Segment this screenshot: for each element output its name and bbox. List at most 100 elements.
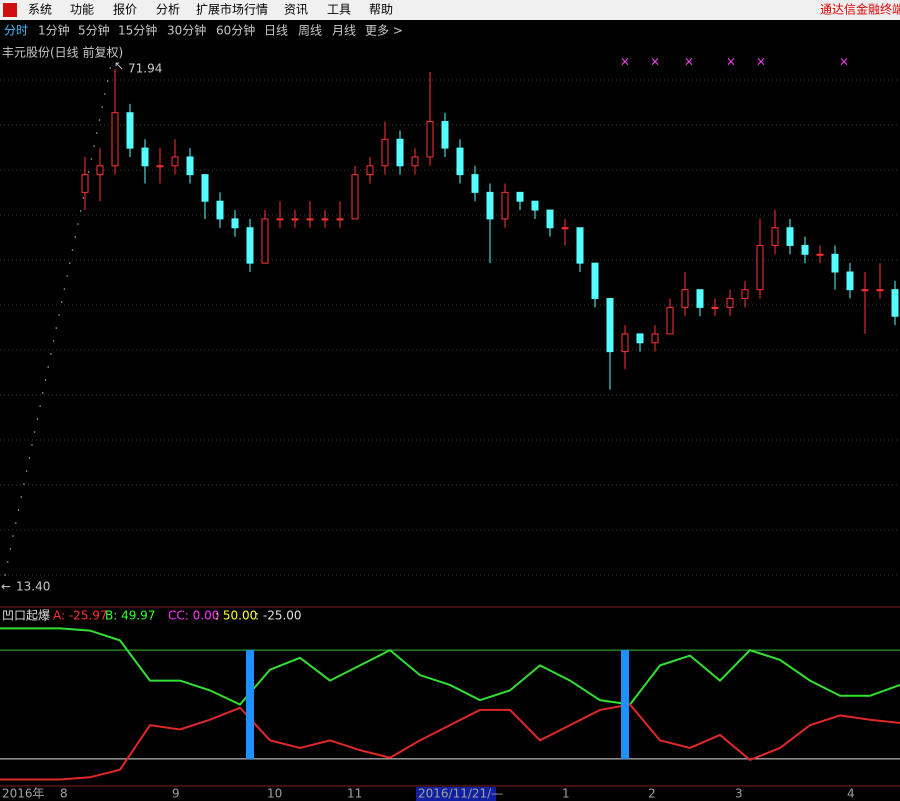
- candle-body: [756, 244, 764, 291]
- candle-body: [381, 138, 389, 167]
- timeframe-tab[interactable]: 日线: [264, 24, 288, 38]
- candle-body: [81, 174, 89, 193]
- candle-body: [576, 227, 584, 264]
- timeframe-tab[interactable]: 更多 >: [365, 24, 403, 38]
- menu-bar: [0, 0, 900, 20]
- logo: [3, 3, 17, 17]
- candle-body: [666, 306, 674, 335]
- trend-dot: [39, 405, 41, 407]
- indicator-name: 凹口起爆: [2, 609, 50, 623]
- trend-dot: [71, 249, 74, 251]
- candle-body: [876, 289, 884, 292]
- candle-body: [126, 112, 134, 149]
- signal-marker: ×: [726, 55, 736, 69]
- candle-body: [321, 218, 329, 221]
- date-label: 2016年: [2, 787, 45, 801]
- trend-dot: [31, 444, 33, 446]
- timeframe-tab[interactable]: 30分钟: [167, 23, 206, 38]
- trend-dot: [74, 236, 76, 238]
- trend-dot: [58, 314, 60, 316]
- trend-dot: [109, 67, 112, 69]
- candle-body: [711, 306, 719, 309]
- indicator-legend: B: 49.97: [105, 609, 155, 623]
- candle-body: [351, 174, 359, 220]
- candle-body: [111, 112, 119, 167]
- timeframe-tab[interactable]: 5分钟: [78, 23, 110, 38]
- menu-item[interactable]: 帮助: [369, 3, 393, 17]
- candle-body: [846, 271, 854, 291]
- trend-dot: [4, 574, 6, 576]
- candle-body: [396, 138, 404, 167]
- candle-body: [771, 227, 779, 246]
- trend-dot: [28, 457, 31, 459]
- candle-body: [861, 289, 869, 292]
- trend-dot: [44, 379, 47, 381]
- signal-marker: ×: [650, 55, 660, 69]
- candle-body: [741, 289, 749, 300]
- candle-body: [291, 218, 299, 221]
- candle-body: [201, 174, 209, 202]
- menu-item[interactable]: 系统: [28, 3, 52, 17]
- timeframe-tab[interactable]: 1分钟: [38, 23, 70, 38]
- candle-body: [681, 289, 689, 308]
- candle-body: [186, 156, 194, 176]
- trend-dot: [60, 301, 63, 303]
- candle-body: [141, 147, 149, 167]
- date-label: 2016/11/21/—: [418, 787, 503, 801]
- candle-body: [621, 333, 629, 353]
- candle-body: [531, 200, 539, 211]
- candle-body: [306, 218, 314, 221]
- menu-item[interactable]: 资讯: [284, 3, 308, 17]
- trend-dot: [104, 93, 106, 95]
- indicator-line: [0, 703, 900, 781]
- candle-body: [831, 253, 839, 273]
- timeframe-tab[interactable]: 月线: [332, 24, 356, 38]
- menu-item[interactable]: 扩展市场行情: [196, 2, 268, 17]
- candle-body: [276, 218, 284, 221]
- trend-dot: [33, 431, 36, 433]
- candle-body: [801, 244, 809, 255]
- menu-item[interactable]: 工具: [327, 3, 351, 17]
- trend-dot: [15, 522, 17, 524]
- trend-dot: [82, 197, 85, 199]
- menu-item[interactable]: 报价: [113, 2, 137, 17]
- candle-body: [546, 209, 554, 229]
- trend-dot: [23, 483, 25, 485]
- trend-dot: [77, 223, 79, 225]
- candle-body: [231, 218, 239, 229]
- trend-dot: [79, 210, 82, 212]
- trend-dot: [101, 106, 103, 108]
- timeframe-tab[interactable]: 60分钟: [216, 23, 255, 38]
- date-label: 11: [347, 787, 362, 801]
- candle-body: [261, 218, 269, 264]
- candle-body: [816, 253, 824, 256]
- date-highlight: [416, 787, 496, 801]
- signal-marker: ×: [684, 55, 694, 69]
- low-arrow: ←: [1, 580, 11, 594]
- trend-dot: [17, 509, 20, 511]
- date-label: 3: [735, 787, 743, 801]
- timeframe-tab[interactable]: 周线: [298, 24, 322, 38]
- menu-item[interactable]: 功能: [70, 3, 94, 17]
- candle-body: [726, 298, 734, 308]
- signal-bar: [246, 650, 254, 759]
- trend-dot: [50, 353, 52, 355]
- candle-body: [366, 165, 374, 176]
- trend-dot: [42, 392, 44, 394]
- indicator-legend: A: -25.97: [53, 609, 108, 623]
- menu-item[interactable]: 分析: [156, 3, 180, 17]
- indicator-legend: CC: 0.00: [168, 609, 219, 623]
- candle-body: [891, 289, 899, 317]
- timeframe-tab[interactable]: 分时: [4, 24, 28, 38]
- signal-marker: ×: [756, 55, 766, 69]
- trend-dot: [98, 119, 101, 121]
- signal-bar: [621, 650, 629, 759]
- timeframe-tab[interactable]: 15分钟: [118, 23, 157, 38]
- candle-body: [516, 191, 524, 202]
- app-title: 通达信金融终端: [820, 2, 900, 17]
- candle-body: [411, 156, 419, 167]
- trend-dot: [25, 470, 28, 472]
- indicator-legend: : 50.00: [215, 609, 257, 623]
- candle-body: [171, 156, 179, 167]
